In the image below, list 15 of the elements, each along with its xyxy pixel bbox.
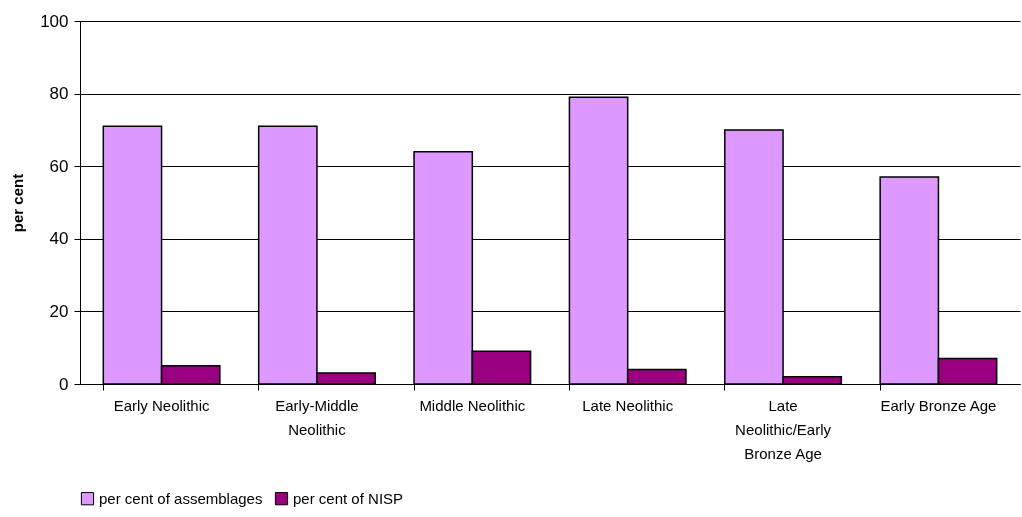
x-tick-label: Early Bronze Age (880, 396, 997, 414)
x-tick-label: Late Neolithic (582, 396, 674, 414)
y-tick-label: 20 (49, 301, 69, 321)
y-axis-title: per cent (9, 173, 27, 233)
y-tick-label: 100 (40, 11, 69, 31)
y-tick-label: 40 (49, 229, 69, 249)
y-tick-label: 0 (59, 374, 69, 394)
y-tick-label: 80 (49, 84, 69, 104)
x-tick-label: Early Neolithic (113, 396, 210, 414)
legend-label: per cent of assemblages (99, 489, 263, 507)
x-tick-label: Middle Neolithic (419, 396, 526, 414)
legend-label: per cent of NISP (293, 489, 404, 507)
x-tick-label: Late Neolithic/Early Bronze Age (735, 396, 832, 462)
x-tick-label: Early-Middle Neolithic (275, 396, 359, 438)
y-tick-label: 60 (49, 156, 69, 176)
